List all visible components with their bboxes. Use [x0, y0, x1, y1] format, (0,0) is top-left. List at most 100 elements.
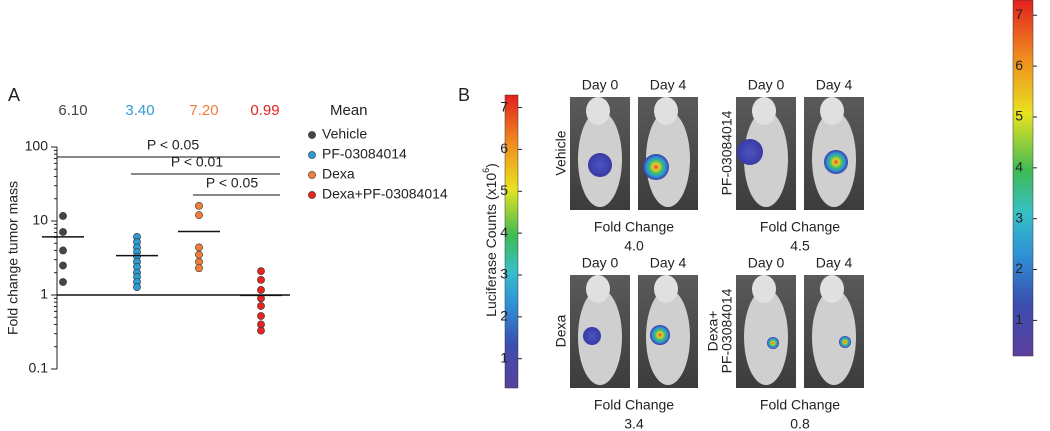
- colorbar-tick-label: 3: [1015, 209, 1023, 225]
- mean-label: 6.10: [58, 102, 87, 119]
- colorbar-label-text: Luciferase Counts (x10: [483, 173, 499, 317]
- day-label: Day 0: [748, 77, 785, 93]
- colorbar-tick-label: 2: [1015, 260, 1023, 276]
- group-label: PF-03084014: [719, 110, 735, 195]
- mouse-head: [820, 275, 844, 303]
- data-point: [257, 302, 265, 310]
- legend-label: Dexa+PF-03084014: [322, 186, 448, 202]
- group-label: Dexa+: [705, 311, 721, 352]
- legend-marker: [308, 191, 316, 199]
- data-point: [59, 278, 67, 286]
- data-point: [133, 283, 141, 291]
- legend-marker: [308, 171, 316, 179]
- data-point: [257, 275, 265, 284]
- colorbar-tick-label: 6: [500, 140, 508, 156]
- y-tick-label: 10: [32, 212, 48, 228]
- data-point: [257, 286, 265, 294]
- day-label: Day 4: [816, 255, 853, 271]
- mouse-body: [744, 111, 788, 207]
- mean-label: 0.99: [250, 102, 279, 119]
- fold-change-label: Fold Change: [594, 219, 674, 235]
- mean-header: Mean: [330, 102, 368, 119]
- y-axis-label: Fold change tumor mass: [5, 181, 21, 335]
- data-point: [195, 250, 203, 259]
- mouse-body: [812, 289, 856, 385]
- panel-label: B: [458, 85, 470, 105]
- legend-marker: [308, 151, 316, 159]
- mouse-head: [820, 97, 844, 125]
- data-point: [195, 243, 203, 252]
- y-tick-label: 0.1: [29, 360, 49, 376]
- day-label: Day 4: [816, 77, 853, 93]
- colorbar-tick-label: 5: [500, 182, 508, 198]
- colorbar: [1012, 0, 1034, 357]
- fold-change-label: Fold Change: [760, 397, 840, 413]
- group-label: PF-03084014: [719, 288, 735, 373]
- signal: [643, 154, 669, 180]
- colorbar-tick-label: 7: [1015, 6, 1023, 22]
- data-point: [59, 212, 67, 220]
- data-point: [195, 264, 203, 273]
- mean-label: 7.20: [189, 102, 218, 119]
- significance-label: P < 0.05: [147, 137, 200, 153]
- signal: [583, 327, 601, 345]
- colorbar-tick-label: 4: [1015, 159, 1023, 175]
- colorbar-label-end: ): [483, 163, 499, 168]
- legend-label: PF-03084014: [322, 146, 407, 162]
- data-point: [257, 326, 265, 335]
- data-point: [59, 246, 67, 255]
- mouse-head: [586, 275, 610, 303]
- day-label: Day 0: [582, 77, 619, 93]
- mouse-body: [646, 111, 690, 207]
- mouse-head: [752, 275, 776, 303]
- y-tick-label: 100: [25, 138, 49, 154]
- colorbar-tick-label: 6: [1015, 57, 1023, 73]
- data-point: [195, 201, 203, 210]
- fold-change-value: 4.5: [790, 238, 810, 254]
- day-label: Day 4: [650, 77, 687, 93]
- mouse-body: [744, 289, 788, 385]
- legend-marker: [308, 131, 316, 139]
- mouse-head: [752, 97, 776, 125]
- colorbar: [504, 94, 519, 389]
- signal: [839, 336, 851, 348]
- legend-label: Vehicle: [322, 126, 367, 142]
- fold-change-label: Fold Change: [594, 397, 674, 413]
- colorbar-tick-label: 1: [500, 349, 508, 365]
- colorbar-tick-label: 2: [500, 308, 508, 324]
- day-label: Day 0: [582, 255, 619, 271]
- mouse-head: [654, 97, 678, 125]
- day-label: Day 4: [650, 255, 687, 271]
- signal: [737, 139, 763, 165]
- fold-change-label: Fold Change: [760, 219, 840, 235]
- data-point: [257, 312, 265, 320]
- group-label: Vehicle: [553, 130, 569, 175]
- y-tick-label: 1: [40, 286, 48, 302]
- mouse-head: [586, 97, 610, 125]
- group-label: Dexa: [553, 314, 569, 347]
- colorbar-tick-label: 5: [1015, 108, 1023, 124]
- data-point: [195, 211, 203, 220]
- colorbar-tick-label: 4: [500, 224, 508, 240]
- signal: [767, 337, 779, 349]
- fold-change-value: 0.8: [790, 416, 810, 431]
- fold-change-value: 3.4: [624, 416, 644, 431]
- signal: [650, 325, 670, 345]
- data-point: [59, 228, 67, 236]
- mouse-head: [654, 275, 678, 303]
- data-point: [257, 267, 265, 276]
- data-point: [59, 261, 67, 270]
- legend-label: Dexa: [322, 166, 355, 182]
- colorbar-label: Luciferase Counts (x106): [481, 163, 498, 317]
- signal: [588, 153, 612, 177]
- fold-change-value: 4.0: [624, 238, 644, 254]
- mean-label: 3.40: [125, 102, 154, 119]
- signal: [824, 150, 848, 174]
- colorbar-label-sup: 6: [481, 168, 491, 173]
- day-label: Day 0: [748, 255, 785, 271]
- significance-label: P < 0.01: [171, 154, 224, 170]
- colorbar-tick-label: 3: [500, 266, 508, 282]
- colorbar-tick-label: 1: [1015, 311, 1023, 327]
- panel-label: A: [8, 85, 20, 105]
